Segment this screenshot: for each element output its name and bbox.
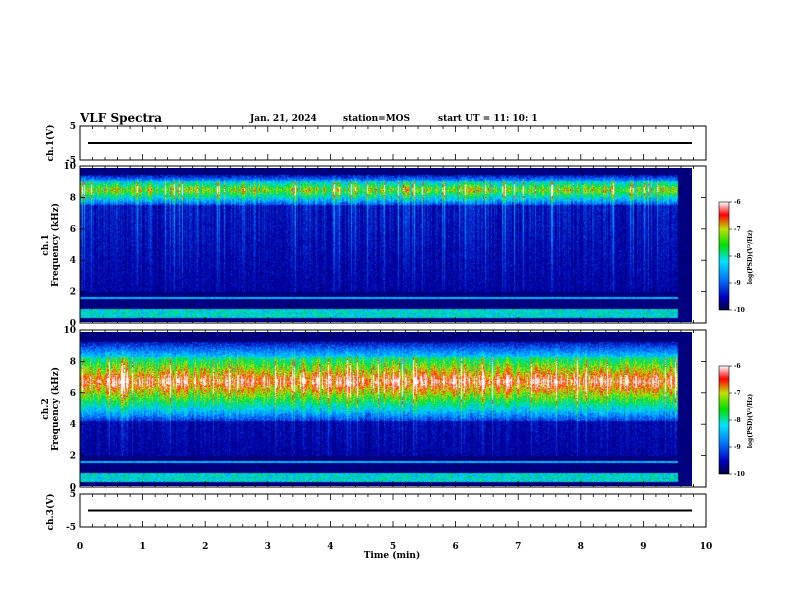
y-tick-label: 0: [70, 483, 76, 493]
colorbar-1: [718, 201, 730, 311]
y-tick-label: 6: [70, 389, 76, 399]
colorbar2-label: log(PSD)(V²/Hz): [747, 394, 754, 449]
colorbar-tick-label: -6: [734, 363, 741, 370]
x-tick-label: 1: [139, 542, 145, 552]
y-tick-label: 2: [70, 288, 76, 298]
y-tick-label: 2: [70, 452, 76, 462]
x-tick-label: 6: [452, 542, 458, 552]
colorbar-tick-label: -10: [734, 471, 745, 478]
y-tick-label: -5: [66, 156, 76, 166]
x-tick-label: 9: [640, 542, 646, 552]
y-tick-label: -5: [66, 523, 76, 533]
x-tick-label: 2: [202, 542, 208, 552]
figure-title: VLF Spectra: [80, 111, 163, 125]
x-tick-label: 8: [578, 542, 584, 552]
x-axis-label: Time (min): [364, 550, 421, 561]
colorbar-tick-label: -9: [734, 280, 741, 287]
panel-frame-1: [79, 165, 707, 324]
start-ut-label: start UT = 11: 10: 1: [438, 114, 538, 124]
colorbar1-label: log(PSD)(V²/Hz): [747, 230, 754, 285]
y-tick-label: 6: [70, 225, 76, 235]
ch1-spectrogram-ylabel: Frequency (kHz): [50, 203, 61, 287]
y-tick-label: 4: [70, 256, 76, 266]
y-tick-label: 10: [63, 162, 76, 172]
ch2-spectrogram-ylabel: Frequency (kHz): [50, 367, 61, 451]
y-tick-label: 8: [70, 357, 76, 367]
x-tick-label: 5: [390, 542, 396, 552]
colorbar-tick-label: -7: [734, 226, 741, 233]
colorbar-tick-label: -6: [734, 199, 741, 206]
ch3-voltage-ylabel: ch.3(V): [45, 494, 56, 531]
ch2-spectrogram-ylabel-top: ch.2: [41, 398, 51, 419]
y-tick-label: 5: [70, 122, 76, 132]
colorbar-tick-label: -7: [734, 390, 741, 397]
date-label: Jan. 21, 2024: [250, 114, 317, 124]
x-tick-label: 0: [77, 542, 83, 552]
ch1-voltage-ylabel: ch.1(V): [45, 125, 56, 162]
y-tick-label: 4: [70, 420, 76, 430]
station-label: station=MOS: [343, 114, 411, 124]
x-tick-label: 10: [700, 542, 713, 552]
ch1-spectrogram-image: [80, 168, 692, 322]
colorbar-tick-label: -9: [734, 444, 741, 451]
x-tick-label: 3: [265, 542, 271, 552]
panel-frame-2: [79, 329, 707, 488]
y-tick-label: 10: [63, 326, 76, 336]
y-tick-label: 8: [70, 193, 76, 203]
y-tick-label: 5: [70, 490, 76, 500]
colorbar-tick-label: -10: [734, 307, 745, 314]
y-tick-label: 0: [70, 319, 76, 329]
ch1-spectrogram-ylabel-top: ch.1: [41, 234, 51, 255]
x-tick-label: 7: [515, 542, 521, 552]
ch2-spectrogram-image: [80, 332, 692, 486]
x-tick-label: 4: [327, 542, 333, 552]
colorbar-tick-label: -8: [734, 417, 741, 424]
colorbar-tick-label: -8: [734, 253, 741, 260]
colorbar-2: [718, 365, 730, 475]
